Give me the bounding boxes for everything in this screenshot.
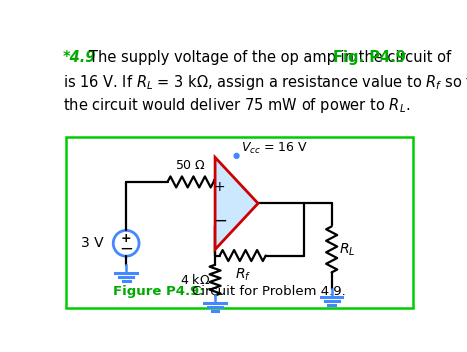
Text: is 16 V. If $R_L$ = 3 k$\Omega$, assign a resistance value to $R_f$ so that: is 16 V. If $R_L$ = 3 k$\Omega$, assign … <box>63 74 467 93</box>
Text: Circuit for Problem 4.9.: Circuit for Problem 4.9. <box>192 285 346 298</box>
Text: 3 V: 3 V <box>80 236 103 250</box>
Text: −: − <box>119 240 133 258</box>
Text: The supply voltage of the op amp in the circuit of: The supply voltage of the op amp in the … <box>89 50 456 65</box>
Text: −: − <box>213 211 226 229</box>
Text: 50 $\Omega$: 50 $\Omega$ <box>175 159 206 172</box>
Text: 4 k$\Omega$: 4 k$\Omega$ <box>180 273 211 287</box>
Text: *4.9: *4.9 <box>63 50 97 65</box>
Text: $R_L$: $R_L$ <box>340 241 356 258</box>
Text: $V_{cc}$ = 16 V: $V_{cc}$ = 16 V <box>241 141 308 156</box>
Text: +: + <box>121 232 131 245</box>
Text: $R_f$: $R_f$ <box>234 266 251 283</box>
Text: +: + <box>214 180 226 194</box>
FancyBboxPatch shape <box>65 137 413 308</box>
Text: the circuit would deliver 75 mW of power to $R_L$.: the circuit would deliver 75 mW of power… <box>63 96 410 115</box>
Text: Fig. P4.9: Fig. P4.9 <box>333 50 406 65</box>
Text: Figure P4.9:: Figure P4.9: <box>113 285 204 298</box>
Polygon shape <box>215 157 258 250</box>
Circle shape <box>234 153 239 158</box>
